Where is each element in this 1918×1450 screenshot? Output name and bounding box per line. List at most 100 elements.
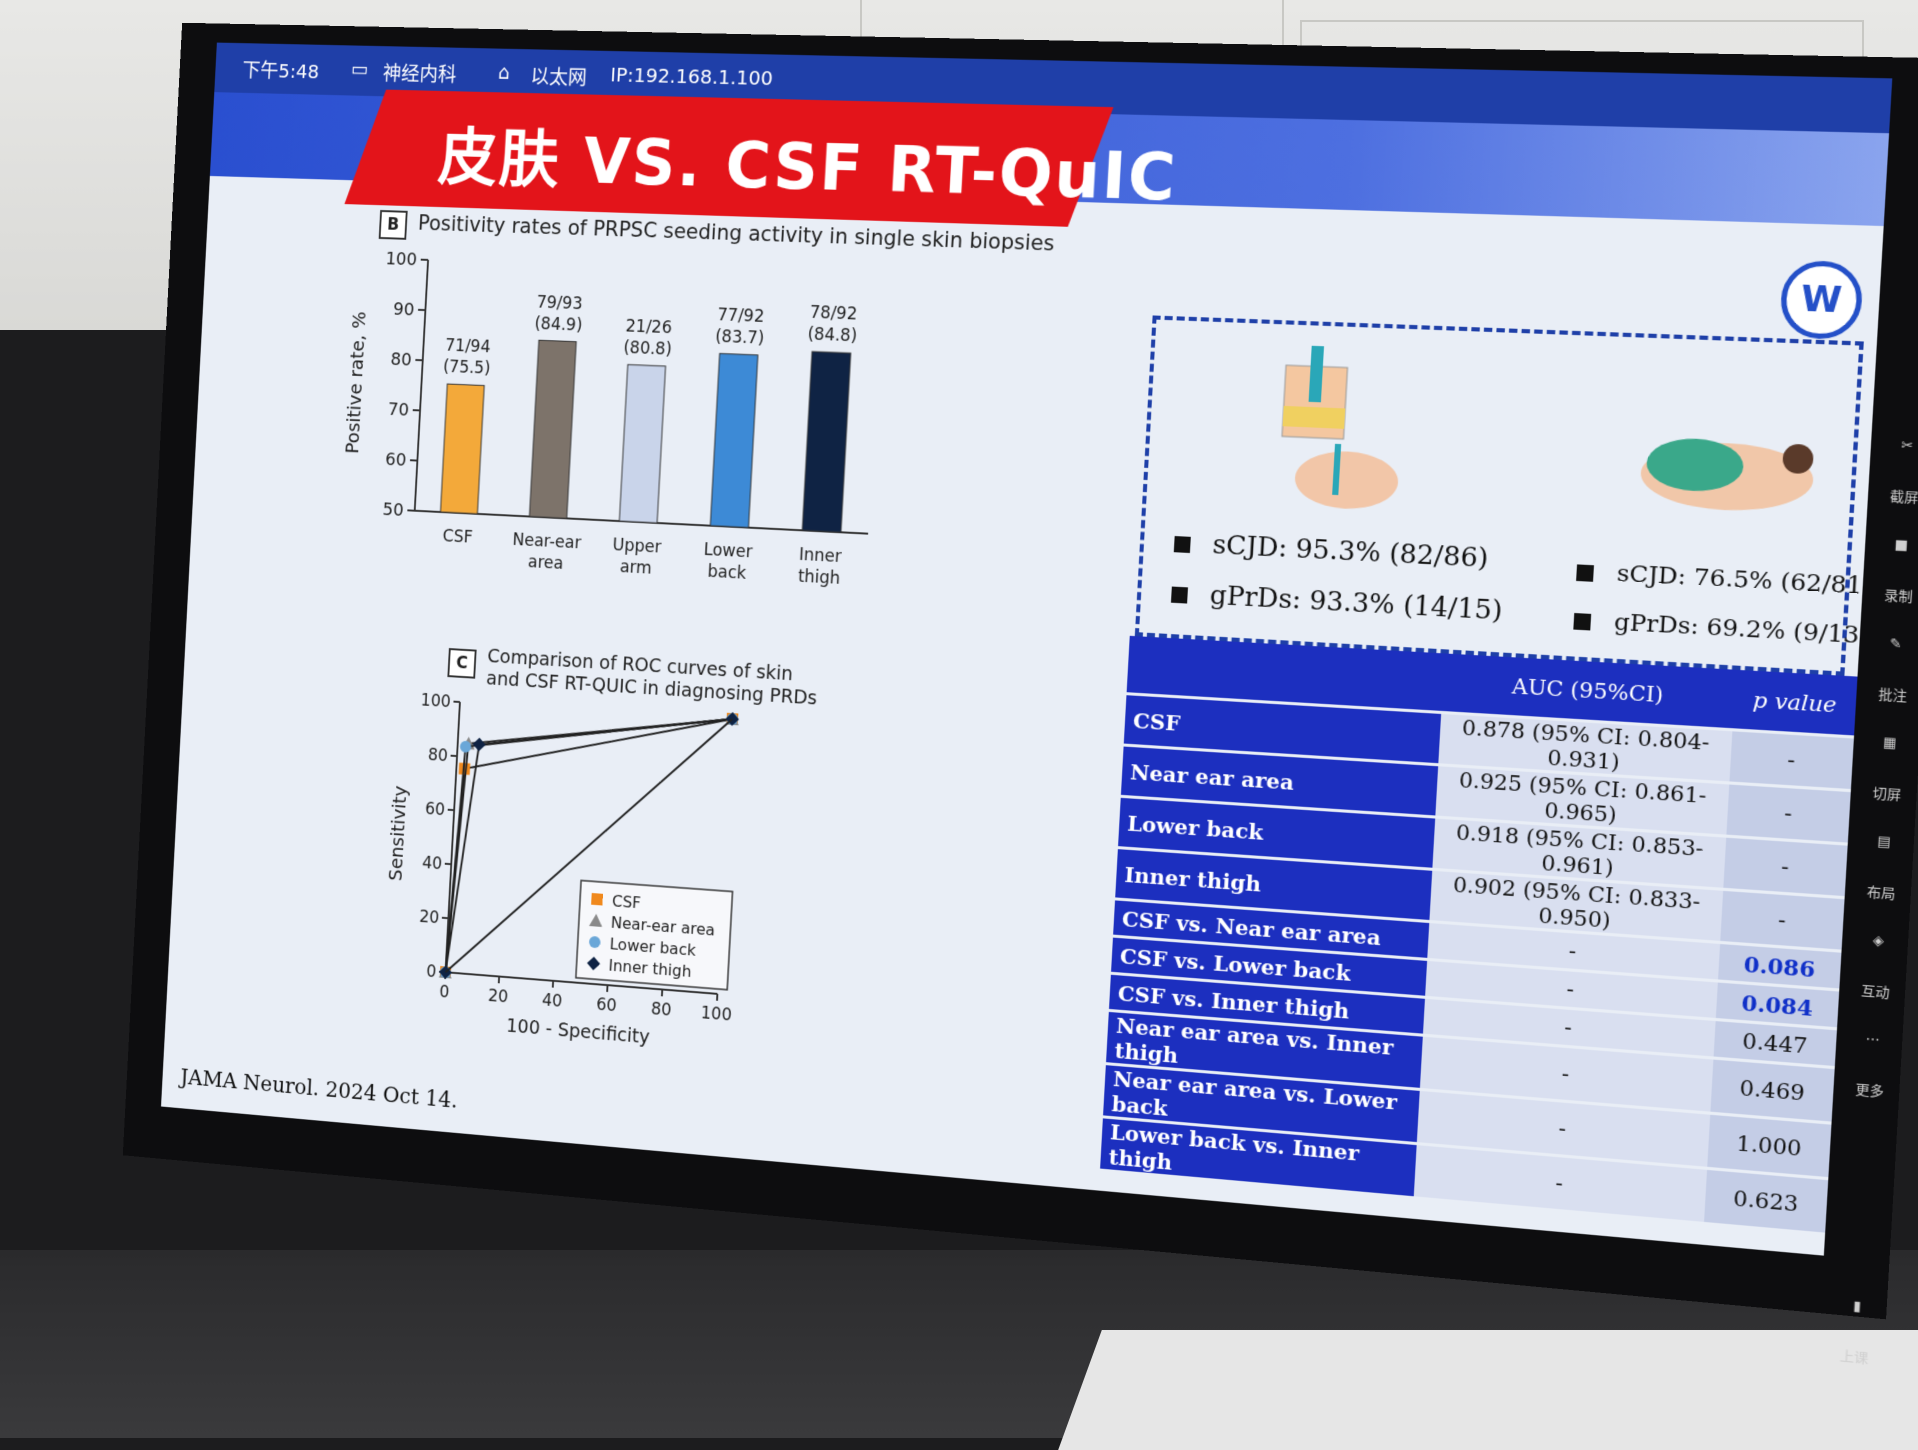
scissors-icon: ✂ [1887,437,1918,455]
y-tick-label: 0 [426,962,437,982]
bar-fraction-label: 21/26 [625,316,672,337]
layout-icon: ▤ [1864,833,1904,851]
bar-percent-label: (83.7) [715,326,765,347]
header-cell-pvalue: p value [1732,670,1857,736]
university-logo: W [1779,260,1864,340]
row-pvalue: 0.447 [1713,1021,1837,1066]
y-tick-label: 100 [420,690,451,711]
x-tick-label: area [527,552,563,573]
right-bullet-gprds: gPrDs: 69.2% (9/13) [1573,607,1870,650]
roc-chart: 020406080100020406080100100 - Specificit… [372,688,805,1088]
x-tick-label: Near-ear [512,530,582,553]
toolbar-item-class[interactable]: ▮ 上课 [1834,1297,1877,1368]
x-tick-label: 80 [650,999,672,1020]
bar [440,384,484,514]
status-department: 神经内科 [382,58,457,88]
roc-point [591,893,603,906]
x-tick-label: 20 [488,986,509,1007]
y-tick-label: 80 [390,350,412,371]
toolbar-item-record[interactable]: ■ 录制 [1878,536,1918,605]
presentation-slide: 下午5:48 ▭ 神经内科 ⌂ 以太网 IP:192.168.1.100 皮肤 … [161,43,1892,1256]
row-pvalue: - [1720,891,1844,950]
bar-percent-label: (84.9) [534,313,583,334]
monitor-icon: ▭ [351,57,369,80]
right-bullet-scjd: sCJD: 76.5% (62/81) [1576,558,1873,600]
status-time: 下午5:48 [242,55,320,85]
toolbar-label: 互动 [1855,979,1896,1002]
more-icon: ⋯ [1852,1031,1892,1050]
y-axis-title: Positive rate, % [343,311,370,454]
bar [529,340,576,518]
toolbar-label: 布局 [1861,880,1902,903]
y-tick-label: 60 [385,450,407,471]
toolbar-item-interact[interactable]: ◈ 互动 [1855,932,1898,1002]
y-tick-label: 20 [419,907,440,927]
display-screen: 下午5:48 ▭ 神经内科 ⌂ 以太网 IP:192.168.1.100 皮肤 … [123,23,1918,1320]
row-pvalue: 0.469 [1710,1060,1834,1122]
toolbar-label: 录制 [1878,584,1918,606]
y-tick-label: 100 [385,249,418,270]
status-ip: IP:192.168.1.100 [610,63,774,90]
bar-percent-label: (84.8) [807,324,857,345]
network-icon: ⌂ [498,60,511,84]
desk-surface [1058,1330,1918,1450]
y-axis-line [415,260,428,511]
x-tick-label: Inner [799,545,843,567]
row-pvalue: - [1726,785,1851,843]
x-tick-label: back [707,562,747,583]
x-tick-label: 100 [700,1003,732,1025]
toolbar-item-layout[interactable]: ▤ 布局 [1861,833,1904,903]
bar [802,352,850,533]
toolbar-label: 截屏 [1884,485,1918,507]
x-tick-label: Lower [703,540,753,562]
biopsy-illustration-box: sCJD: 95.3% (82/86) gPrDs: 93.3% (14/15)… [1135,315,1864,675]
x-tick-label: 40 [541,990,562,1011]
toolbar-item-more[interactable]: ⋯ 更多 [1849,1031,1892,1101]
bar-chart: 50 60 70 80 90 100 Positive rate, % 71/94(75.5)… [323,238,927,636]
x-tick-label: 0 [439,982,450,1002]
y-axis-title: Sensitivity [386,785,411,882]
toolbar-item-annotate[interactable]: ✎ 批注 [1872,635,1915,705]
row-pvalue: - [1723,838,1848,896]
left-bullet-gprds: gPrDs: 93.3% (14/15) [1171,578,1504,626]
door-icon: ▮ [1837,1297,1877,1316]
x-tick-label: arm [619,557,652,578]
y-tick-label: 90 [393,300,415,321]
x-tick-label: CSF [442,526,473,547]
bar-fraction-label: 71/94 [445,336,491,357]
toolbar-label: 上课 [1834,1344,1874,1368]
citation: JAMA Neurol. 2024 Oct 14. [180,1065,458,1113]
y-tick-label: 40 [422,853,443,873]
row-pvalue: 0.623 [1704,1170,1828,1233]
bar-percent-label: (75.5) [443,357,491,378]
interact-icon: ◈ [1858,932,1898,951]
panel-c-label: C [447,648,476,679]
row-pvalue: 1.000 [1707,1115,1831,1177]
toolbar-label: 更多 [1849,1078,1890,1101]
x-tick-label: Upper [612,535,662,557]
row-pvalue: 0.084 [1716,983,1840,1028]
toolbar-item-switch-screen[interactable]: ▦切屏 [1867,734,1910,804]
pen-icon: ✎ [1875,635,1915,653]
x-axis-title: 100 - Specificity [506,1015,651,1048]
left-bullet-scjd: sCJD: 95.3% (82/86) [1173,528,1489,574]
bar [619,365,665,523]
bar-fraction-label: 77/92 [717,305,765,326]
row-pvalue: 0.086 [1718,944,1842,988]
y-tick-label: 60 [425,799,446,819]
camera-icon: ■ [1881,536,1918,554]
panel-b-label: B [379,210,408,240]
toolbar-label: 批注 [1872,683,1913,705]
patient-lying-illustration [1633,421,1821,523]
y-tick-label: 80 [427,745,448,765]
skin-biopsy-illustration [1267,344,1410,523]
y-tick-label: 70 [387,400,409,421]
toolbar-label: 切屏 [1867,782,1908,804]
status-network: 以太网 [530,61,588,91]
row-pvalue: - [1729,731,1854,789]
toolbar-item-screenshot[interactable]: ✂ 截屏 [1884,437,1918,506]
x-tick-label: thigh [797,566,840,588]
bar-fraction-label: 79/93 [536,292,583,313]
y-tick-label: 50 [382,500,404,521]
bar [710,354,758,528]
